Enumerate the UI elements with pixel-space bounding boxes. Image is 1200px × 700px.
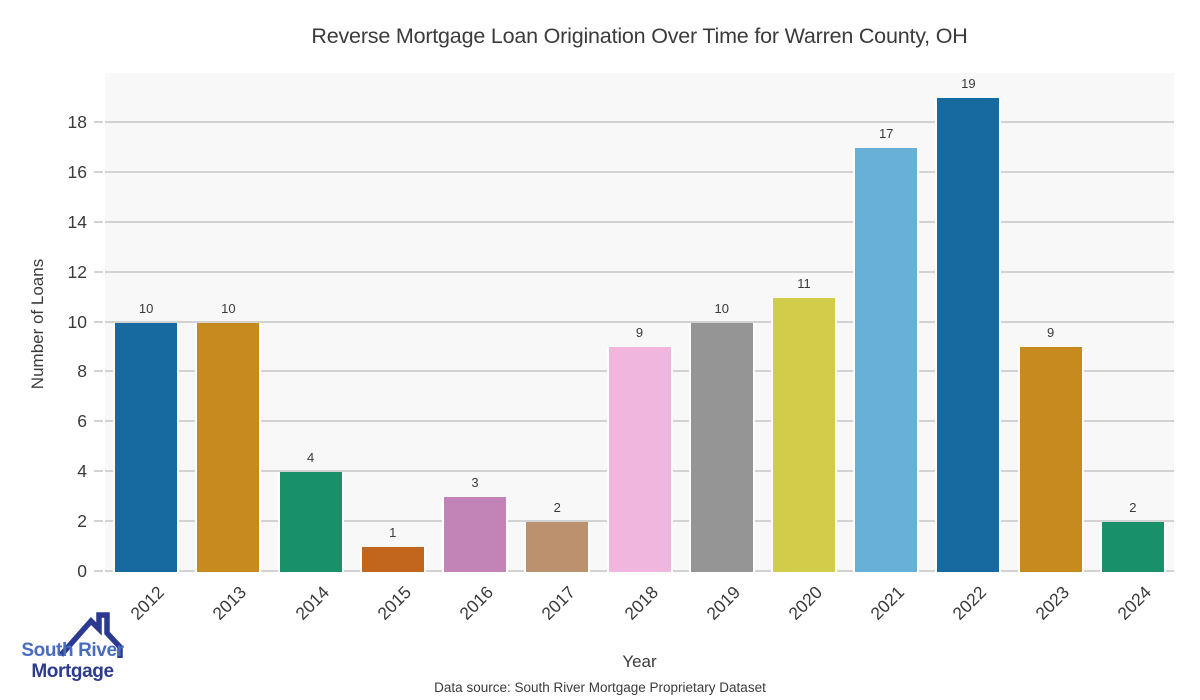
- logo-text-line2: Mortgage: [31, 661, 114, 682]
- x-tick-label-2021: 2021: [866, 582, 909, 624]
- data-source-note: Data source: South River Mortgage Propri…: [434, 680, 766, 695]
- bar-value-label-2018: 9: [635, 325, 644, 341]
- plot-area: 10 10 4 1 3 2 9 10 11 17 19 9 2: [105, 73, 1174, 572]
- bar-value-label-2017: 2: [553, 500, 561, 516]
- y-tick-label-12: 12: [67, 261, 87, 282]
- bar-2015: [359, 547, 426, 572]
- y-tick-label-4: 4: [77, 461, 87, 482]
- bar-2021: [853, 147, 920, 572]
- y-tick-label-18: 18: [67, 111, 87, 132]
- bar-2022: [935, 97, 1002, 572]
- y-tick-label-14: 14: [67, 211, 87, 232]
- logo-text-line1: South River: [21, 640, 124, 661]
- gridline-y-14: [105, 220, 1174, 223]
- y-tick-label-10: 10: [67, 311, 87, 332]
- y-tick-mark-6: [94, 420, 103, 423]
- bar-value-label-2019: 10: [714, 300, 729, 316]
- y-tick-mark-10: [94, 320, 103, 323]
- x-tick-label-2019: 2019: [702, 582, 744, 624]
- house-icon: [58, 612, 123, 658]
- chart-title: Reverse Mortgage Loan Origination Over T…: [311, 24, 968, 48]
- x-tick-label-2016: 2016: [455, 582, 498, 624]
- x-tick-label-2024: 2024: [1113, 582, 1156, 624]
- x-tick-label-2017: 2017: [537, 582, 580, 624]
- bar-2019: [688, 322, 755, 572]
- bar-2020: [770, 297, 837, 572]
- logo: South River Mortgage: [10, 610, 150, 695]
- y-tick-mark-18: [94, 120, 103, 123]
- bar-2012: [113, 322, 180, 572]
- bar-value-label-2012: 10: [138, 300, 154, 316]
- gridline-y-16: [105, 170, 1174, 173]
- bar-2016: [442, 497, 509, 572]
- bar-value-label-2015: 1: [389, 525, 397, 541]
- x-tick-label-2023: 2023: [1031, 582, 1073, 624]
- bar-value-label-2020: 11: [797, 275, 811, 291]
- x-tick-label-2018: 2018: [619, 582, 662, 624]
- x-tick-label-2014: 2014: [291, 582, 333, 624]
- y-tick-mark-0: [94, 570, 103, 572]
- bar-value-label-2013: 10: [221, 300, 236, 316]
- y-tick-mark-8: [94, 370, 103, 373]
- bar-2023: [1017, 347, 1084, 572]
- y-tick-label-6: 6: [77, 411, 87, 432]
- x-tick-label-2022: 2022: [948, 582, 991, 624]
- y-tick-mark-16: [94, 170, 103, 173]
- y-tick-mark-12: [94, 270, 103, 273]
- bar-2014: [277, 472, 344, 572]
- y-tick-mark-14: [94, 220, 103, 223]
- y-tick-mark-4: [94, 470, 103, 473]
- y-tick-label-0: 0: [77, 561, 87, 581]
- bar-2024: [1099, 522, 1166, 572]
- y-tick-label-16: 16: [67, 161, 87, 182]
- bar-value-label-2014: 4: [306, 450, 315, 466]
- bar-value-label-2024: 2: [1129, 500, 1137, 516]
- x-tick-label-2020: 2020: [784, 582, 827, 624]
- x-tick-label-2013: 2013: [208, 582, 251, 624]
- bar-2017: [524, 522, 591, 572]
- gridline-y-12: [105, 270, 1174, 273]
- y-tick-label-8: 8: [77, 361, 87, 382]
- bar-value-label-2023: 9: [1047, 325, 1055, 341]
- y-tick-label-2: 2: [77, 511, 87, 532]
- x-axis-label: Year: [622, 652, 657, 671]
- bar-value-label-2016: 3: [471, 475, 479, 491]
- gridline-y-10: [105, 320, 1174, 323]
- x-tick-label-2015: 2015: [373, 582, 415, 624]
- gridline-y-18: [105, 120, 1174, 123]
- y-tick-mark-2: [94, 520, 103, 523]
- bar-2018: [606, 347, 673, 572]
- bar-2013: [195, 322, 262, 572]
- bar-value-label-2022: 19: [961, 75, 976, 91]
- bar-value-label-2021: 17: [878, 125, 894, 141]
